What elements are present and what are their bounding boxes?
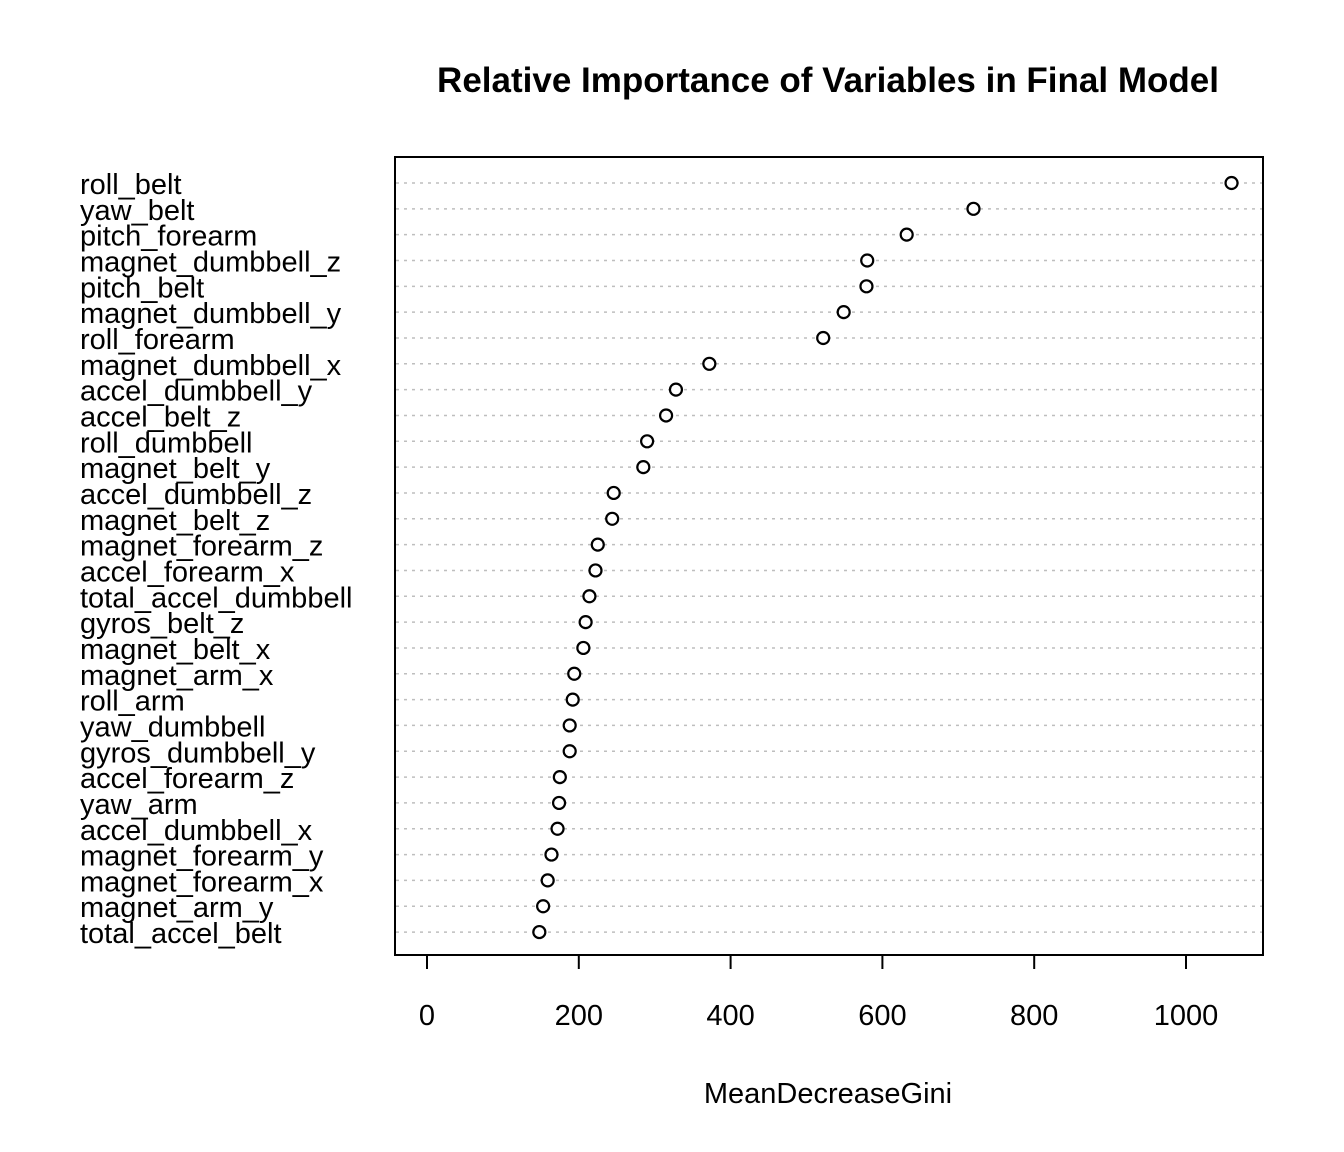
x-tick-label: 800 [1010, 1000, 1058, 1032]
data-point-magnet-belt-x [576, 640, 591, 656]
variable-label: magnet_forearm_x [80, 866, 324, 898]
data-point-magnet-arm-y [536, 899, 551, 914]
variable-label: total_accel_dumbbell [80, 582, 352, 614]
variable-label: yaw_arm [80, 789, 198, 821]
data-point-gyros-belt-z [578, 615, 593, 630]
data-point-yaw-arm [551, 795, 567, 811]
variable-label: magnet_dumbbell_z [80, 246, 341, 278]
data-point-magnet-forearm-y [544, 847, 559, 862]
data-point-accel-forearm-x [588, 563, 603, 578]
x-tick-label: 1000 [1154, 1000, 1219, 1032]
x-tick-label: 0 [419, 1000, 435, 1032]
data-point-yaw-belt [966, 201, 981, 216]
variable-label: accel_dumbbell_y [80, 376, 313, 408]
data-point-roll-forearm [816, 330, 831, 346]
variable-label: accel_dumbbell_z [80, 479, 312, 511]
variable-label: yaw_belt [80, 195, 194, 227]
data-point-accel-dumbbell-y [668, 382, 684, 397]
data-point-pitch-belt [859, 279, 874, 294]
variable-label: magnet_forearm_z [80, 531, 323, 563]
data-point-magnet-dumbbell-y [836, 305, 851, 320]
data-point-magnet-belt-z [605, 511, 620, 526]
data-point-magnet-belt-y [636, 460, 651, 475]
x-tick-label: 200 [555, 1000, 603, 1032]
data-point-accel-dumbbell-z [606, 485, 621, 501]
data-point-gyros-dumbbell-y [562, 744, 577, 759]
variable-label: accel_forearm_z [80, 763, 294, 795]
variable-label: pitch_forearm [80, 221, 257, 253]
variable-label: magnet_forearm_y [80, 841, 324, 873]
variable-label: roll_dumbbell [80, 427, 253, 459]
variable-labels: roll_beltyaw_beltpitch_forearmmagnet_dum… [80, 169, 352, 950]
variable-label: total_accel_belt [80, 918, 282, 950]
variable-label: magnet_belt_x [80, 634, 271, 666]
variable-label: yaw_dumbbell [80, 711, 265, 743]
data-point-roll-dumbbell [640, 434, 655, 449]
data-point-pitch-forearm [899, 227, 914, 242]
data-point-total-accel-belt [532, 924, 547, 940]
data-point-magnet-dumbbell-z [860, 253, 875, 268]
variable-label: gyros_dumbbell_y [80, 737, 316, 769]
variable-label: roll_belt [80, 169, 182, 201]
variable-label: accel_belt_z [80, 401, 241, 433]
x-axis: 0 200 400 600 800 1000 [419, 954, 1219, 1032]
variable-label: accel_forearm_x [80, 556, 295, 588]
data-points [532, 175, 1239, 940]
variable-label: gyros_belt_z [80, 608, 244, 640]
variable-label: magnet_arm_y [80, 892, 274, 924]
variable-label: magnet_belt_z [80, 505, 270, 537]
grid-lines [396, 182, 1262, 933]
variable-label: magnet_arm_x [80, 660, 274, 692]
x-tick-label: 400 [706, 1000, 754, 1032]
x-tick-label: 600 [858, 1000, 906, 1032]
data-point-magnet-forearm-x [540, 873, 555, 888]
data-point-magnet-dumbbell-x [702, 356, 717, 371]
data-point-magnet-forearm-z [590, 537, 605, 552]
data-point-total-accel-dumbbell [582, 589, 597, 604]
x-axis-title: MeanDecreaseGini [704, 1078, 952, 1110]
variable-label: pitch_belt [80, 272, 204, 304]
variable-label: roll_arm [80, 686, 185, 718]
plot-frame [394, 156, 1264, 956]
chart-title: Relative Importance of Variables in Fina… [437, 61, 1219, 100]
data-point-roll-arm [565, 692, 580, 707]
variable-label: magnet_dumbbell_x [80, 350, 342, 382]
data-point-accel-forearm-z [552, 769, 567, 785]
data-point-yaw-dumbbell [562, 718, 577, 733]
variable-label: magnet_dumbbell_y [80, 298, 342, 330]
variable-label: accel_dumbbell_x [80, 815, 313, 847]
data-point-accel-dumbbell-x [550, 821, 565, 836]
data-point-roll-belt [1224, 175, 1239, 191]
variable-label: roll_forearm [80, 324, 235, 356]
data-point-accel-belt-z [658, 408, 674, 423]
data-point-magnet-arm-x [567, 666, 582, 681]
variable-label: magnet_belt_y [80, 453, 271, 485]
